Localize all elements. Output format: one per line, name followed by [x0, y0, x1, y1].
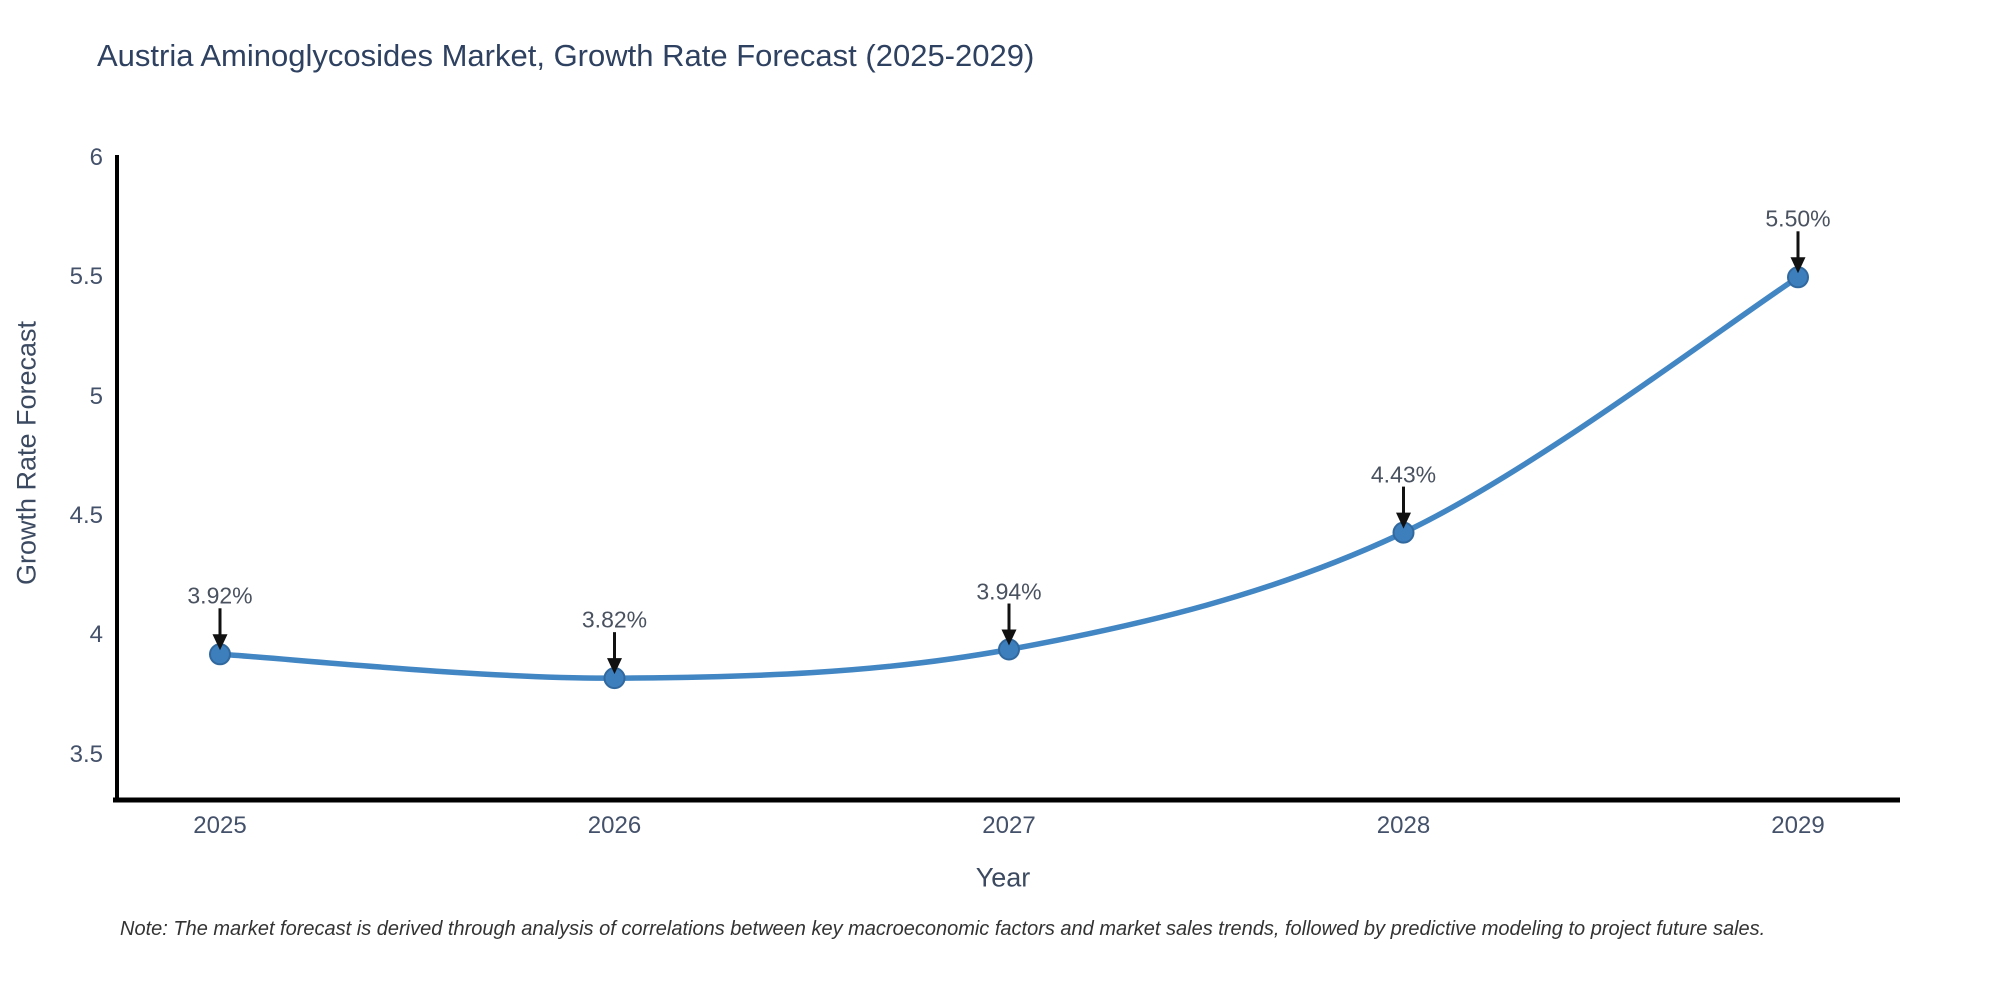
data-point-annotation: 3.92% — [187, 582, 253, 609]
y-tick-label: 5.5 — [69, 263, 103, 291]
y-tick-label: 4 — [89, 621, 103, 649]
x-axis-title: Year — [975, 862, 1031, 893]
annotation-arrow-head — [607, 658, 622, 675]
annotation-arrow-head — [212, 634, 228, 651]
x-tick-label: 2028 — [1376, 812, 1431, 839]
data-point-annotation: 3.94% — [976, 578, 1042, 605]
annotation-arrow-head — [1790, 257, 1806, 274]
data-point-annotation: 5.50% — [1765, 205, 1831, 232]
chart-title: Austria Aminoglycosides Market, Growth R… — [97, 38, 1035, 73]
y-tick-label: 5 — [89, 382, 103, 410]
y-axis-title: Growth Rate Forecast — [11, 320, 42, 586]
x-tick-label: 2025 — [193, 812, 247, 839]
y-tick-label: 6 — [89, 144, 103, 171]
y-tick-label: 3.5 — [69, 740, 103, 768]
annotation-arrow-head — [1396, 512, 1411, 529]
data-point-annotation: 3.82% — [581, 606, 648, 633]
data-point-annotation: 4.43% — [1370, 461, 1437, 488]
x-tick-label: 2026 — [587, 812, 642, 839]
chart-note: Note: The market forecast is derived thr… — [120, 918, 1766, 940]
y-tick-label: 4.5 — [69, 501, 103, 529]
x-tick-label: 2027 — [982, 812, 1036, 839]
x-tick-label: 2029 — [1771, 812, 1825, 839]
annotation-arrow-head — [1001, 629, 1017, 646]
